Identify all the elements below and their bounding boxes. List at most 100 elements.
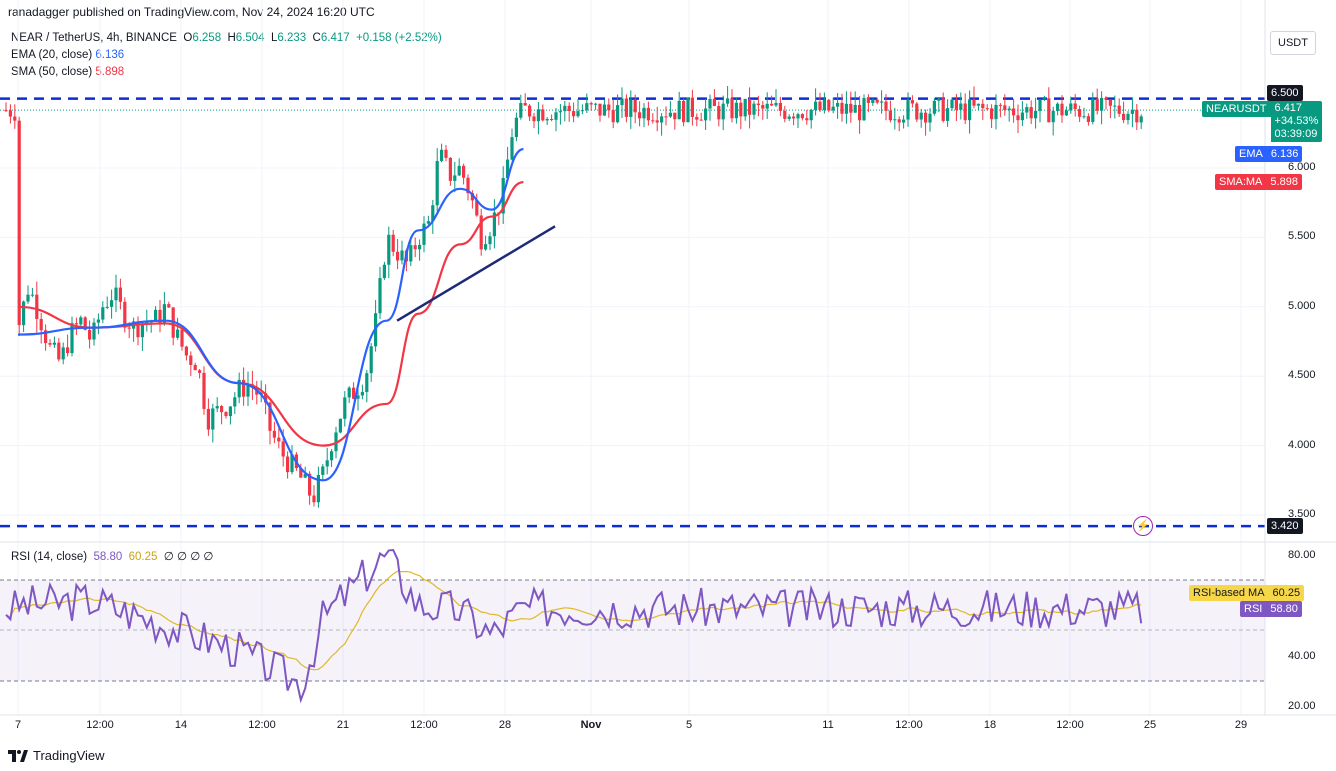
time-tick: 7: [14, 719, 22, 731]
candle-body: [602, 104, 606, 116]
candle-body: [1016, 115, 1020, 121]
ema-legend[interactable]: EMA (20, close) 6.136: [11, 49, 124, 61]
candle-body: [536, 109, 540, 122]
symbol-tag-price: 6.417: [1274, 102, 1303, 114]
time-tick: 5: [685, 719, 693, 731]
candle-body: [101, 307, 105, 320]
candle-body: [237, 379, 241, 398]
candle-body: [822, 99, 826, 111]
candle-body: [8, 110, 12, 117]
candle-body: [484, 244, 488, 250]
price-tick: 5.500: [1288, 230, 1316, 243]
candle-body: [1034, 110, 1038, 119]
candle-body: [699, 119, 703, 121]
candle-body: [360, 392, 364, 396]
candle-body: [616, 105, 620, 123]
candle-body: [589, 103, 593, 105]
candle-body: [506, 159, 510, 178]
candle-body: [818, 101, 822, 111]
sma-legend[interactable]: SMA (50, close) 5.898: [11, 66, 124, 78]
candle-body: [264, 393, 268, 403]
sma-line: [17, 181, 524, 447]
candle-body: [985, 108, 989, 110]
candle-body: [105, 306, 109, 308]
candle-body: [431, 205, 435, 222]
candle-body: [440, 149, 444, 161]
candle-body: [35, 294, 39, 320]
close-value: 6.417: [320, 32, 350, 44]
candle-body: [57, 342, 61, 360]
candle-body: [968, 99, 972, 121]
candle-body: [127, 327, 131, 329]
candle-body: [519, 102, 523, 118]
candle-body: [470, 193, 474, 201]
candle-body: [783, 110, 787, 119]
candle-body: [620, 98, 624, 106]
candle-body: [660, 116, 664, 123]
candle-body: [849, 103, 853, 113]
candle-body: [981, 103, 985, 109]
candle-body: [1117, 105, 1121, 114]
candle-body: [198, 370, 202, 373]
candle-body: [83, 317, 87, 330]
rsima-tag-label: RSI-based MA: [1189, 585, 1269, 601]
candle-body: [193, 364, 197, 371]
candle-body: [708, 98, 712, 109]
rsi-line: [5, 548, 1143, 704]
currency-button[interactable]: USDT: [1270, 31, 1316, 55]
candle-body: [118, 287, 122, 302]
candle-body: [761, 105, 765, 109]
candle-body: [528, 105, 532, 117]
price-tick: 5.000: [1288, 299, 1316, 312]
candle-body: [365, 373, 369, 393]
candle-body: [1135, 109, 1139, 123]
tradingview-logo-icon: [8, 749, 28, 762]
close-label: C: [312, 32, 321, 44]
candle-body: [356, 395, 360, 399]
sma-legend-value: 5.898: [95, 66, 125, 78]
candle-body: [418, 244, 422, 250]
price-tick: 4.500: [1288, 369, 1316, 382]
candle-body: [88, 329, 92, 340]
candle-body: [774, 102, 778, 106]
lightning-icon[interactable]: ⚡: [1133, 516, 1153, 536]
candle-body: [572, 110, 576, 117]
rsima-legend-value: 60.25: [128, 551, 158, 563]
rsi-ma-line: [5, 570, 1142, 671]
candle-body: [805, 118, 809, 121]
candle-body: [765, 103, 769, 109]
candle-body: [858, 104, 862, 121]
candle-body: [1064, 110, 1068, 116]
rsi-legend-value: 58.80: [93, 551, 123, 563]
candle-body: [677, 100, 681, 120]
candle-body: [435, 160, 439, 206]
candle-body: [457, 165, 461, 176]
candle-body: [585, 103, 589, 111]
candle-body: [514, 117, 518, 138]
candle-body: [382, 264, 386, 279]
tradingview-logo[interactable]: TradingView: [8, 748, 105, 763]
tradingview-brand: TradingView: [33, 748, 105, 763]
open-label: O: [183, 32, 193, 44]
candle-body: [642, 107, 646, 119]
candle-body: [448, 157, 452, 181]
candle-body: [162, 304, 166, 323]
candle-body: [13, 116, 17, 121]
low-value: 6.233: [277, 32, 307, 44]
candle-body: [1113, 105, 1117, 107]
candle-body: [303, 473, 307, 478]
candle-body: [352, 387, 356, 399]
candle-body: [976, 103, 980, 106]
time-tick: 29: [1234, 719, 1248, 731]
candle-body: [611, 110, 615, 123]
candle-body: [994, 104, 998, 120]
rsi-legend[interactable]: RSI (14, close) 58.80 60.25 ∅ ∅ ∅ ∅: [11, 549, 213, 563]
ema-legend-value: 6.136: [95, 49, 125, 61]
time-tick: 12:00: [248, 719, 276, 731]
time-tick: Nov: [580, 719, 602, 731]
candle-body: [638, 112, 642, 119]
candle-body: [396, 251, 400, 261]
candle-body: [22, 301, 26, 326]
candle-body: [422, 223, 426, 245]
